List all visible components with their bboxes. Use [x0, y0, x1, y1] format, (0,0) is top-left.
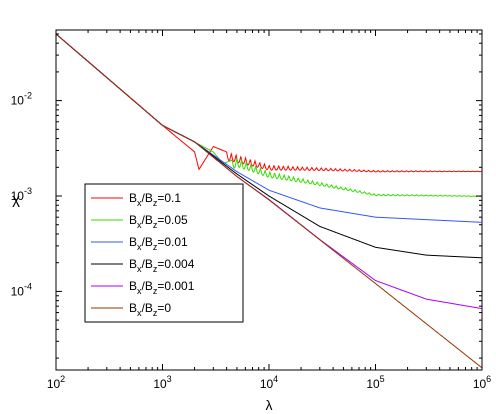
- y-axis-label: χ: [12, 191, 20, 208]
- axes: 102 103 104 105 106 10-2 10-3 10-4: [11, 30, 491, 391]
- x-axis-label: λ: [266, 397, 273, 413]
- x-tick-label: 106: [473, 374, 491, 391]
- legend-label: Bx/Bz=0.001: [129, 279, 195, 296]
- series-layer: [56, 33, 482, 369]
- series-line-5: [56, 33, 482, 369]
- x-tick-label: 105: [366, 374, 384, 391]
- legend-label: Bx/Bz=0.05: [129, 213, 188, 230]
- y-tick-label: 10-4: [11, 281, 32, 298]
- x-tick-label: 104: [260, 374, 278, 391]
- legend-label: Bx/Bz=0.01: [129, 235, 188, 252]
- legend: Bx/Bz=0.1 Bx/Bz=0.05 Bx/Bz=0.01 Bx/Bz=0.004…: [84, 183, 244, 323]
- x-tick-label: 103: [153, 374, 171, 391]
- legend-label: Bx/Bz=0.004: [129, 257, 195, 274]
- legend-label: Bx/Bz=0.1: [129, 191, 181, 208]
- y-tick-label: 10-3: [11, 186, 32, 203]
- legend-box: [84, 183, 244, 323]
- y-tick-label: 10-2: [11, 91, 32, 108]
- x-tick-label: 102: [47, 374, 65, 391]
- legend-label: Bx/Bz=0: [129, 301, 171, 318]
